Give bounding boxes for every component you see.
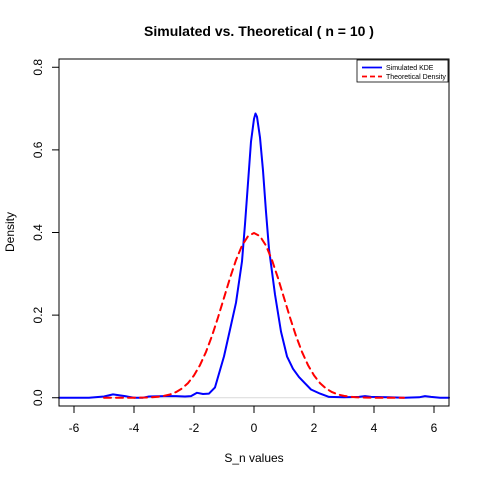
legend-label-simulated-kde: Simulated KDE <box>386 65 434 72</box>
x-tick-label: 0 <box>251 421 258 435</box>
y-tick-label: 0.0 <box>31 389 45 406</box>
y-axis-label: Density <box>3 212 17 252</box>
chart-title: Simulated vs. Theoretical ( n = 10 ) <box>144 23 374 39</box>
y-tick-label: 0.6 <box>31 141 45 158</box>
x-tick-label: -2 <box>189 421 200 435</box>
legend: Simulated KDE Theoretical Density <box>356 59 449 83</box>
y-tick-label: 0.2 <box>31 306 45 323</box>
series-line-simulated-kde <box>58 112 450 399</box>
x-tick-label: 4 <box>371 421 378 435</box>
series-layer <box>58 112 450 399</box>
legend-label-theoretical-density: Theoretical Density <box>386 74 446 81</box>
y-tick-label: 0.8 <box>31 59 45 76</box>
x-tick-label: -6 <box>69 421 80 435</box>
y-tick-label: 0.4 <box>31 224 45 241</box>
x-axis: -6 -4 -2 0 2 4 6 <box>69 406 438 435</box>
x-tick-label: 2 <box>311 421 318 435</box>
x-tick-label: -4 <box>129 421 140 435</box>
y-axis: 0.0 0.2 0.4 0.6 0.8 <box>31 59 59 406</box>
series-line-theoretical-density <box>103 232 405 399</box>
x-tick-label: 6 <box>431 421 438 435</box>
x-axis-label: S_n values <box>224 451 283 465</box>
